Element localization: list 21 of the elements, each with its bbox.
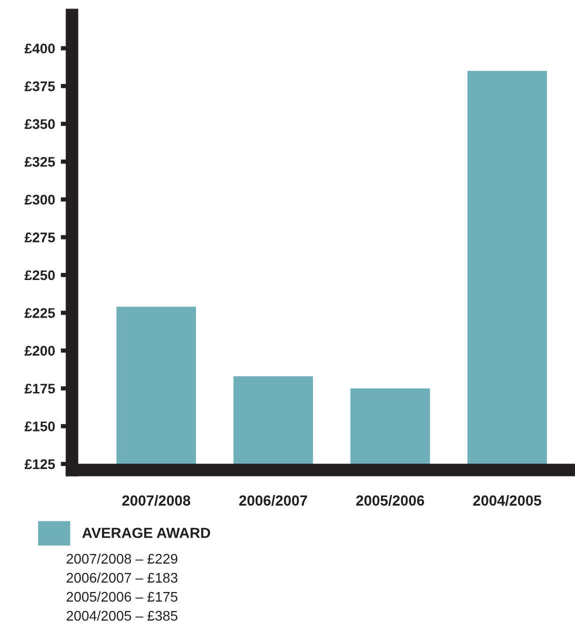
y-tick-label: £275	[24, 232, 55, 242]
y-tick-label: £400	[24, 44, 55, 54]
y-tick-label: £150	[24, 421, 55, 432]
text: 2004/2005 – £385	[66, 610, 178, 621]
x-tick-label: 2006/2007	[239, 495, 308, 506]
y-tick-label: £325	[24, 156, 55, 167]
y-tick-label: £375	[24, 81, 55, 92]
y-tick-label: £200	[24, 346, 55, 356]
legend-label: AVERAGE AWARD	[82, 528, 210, 538]
y-tick-label: £225	[24, 308, 55, 318]
y-tick-label: £175	[24, 384, 55, 394]
y-tick-label: £300	[24, 194, 55, 205]
text: 2005/2006 – £175	[66, 592, 178, 602]
y-tick-label: £125	[24, 459, 55, 470]
x-tick-label: 2004/2005	[473, 495, 542, 506]
y-tick-label: £350	[24, 119, 55, 130]
text: 2007/2008 – £229	[66, 554, 178, 564]
x-tick-label: 2007/2008	[122, 495, 190, 506]
y-tick-label: £250	[24, 270, 55, 280]
x-tick-label: 2005/2006	[356, 495, 424, 506]
text: 2006/2007 – £183	[66, 572, 178, 583]
